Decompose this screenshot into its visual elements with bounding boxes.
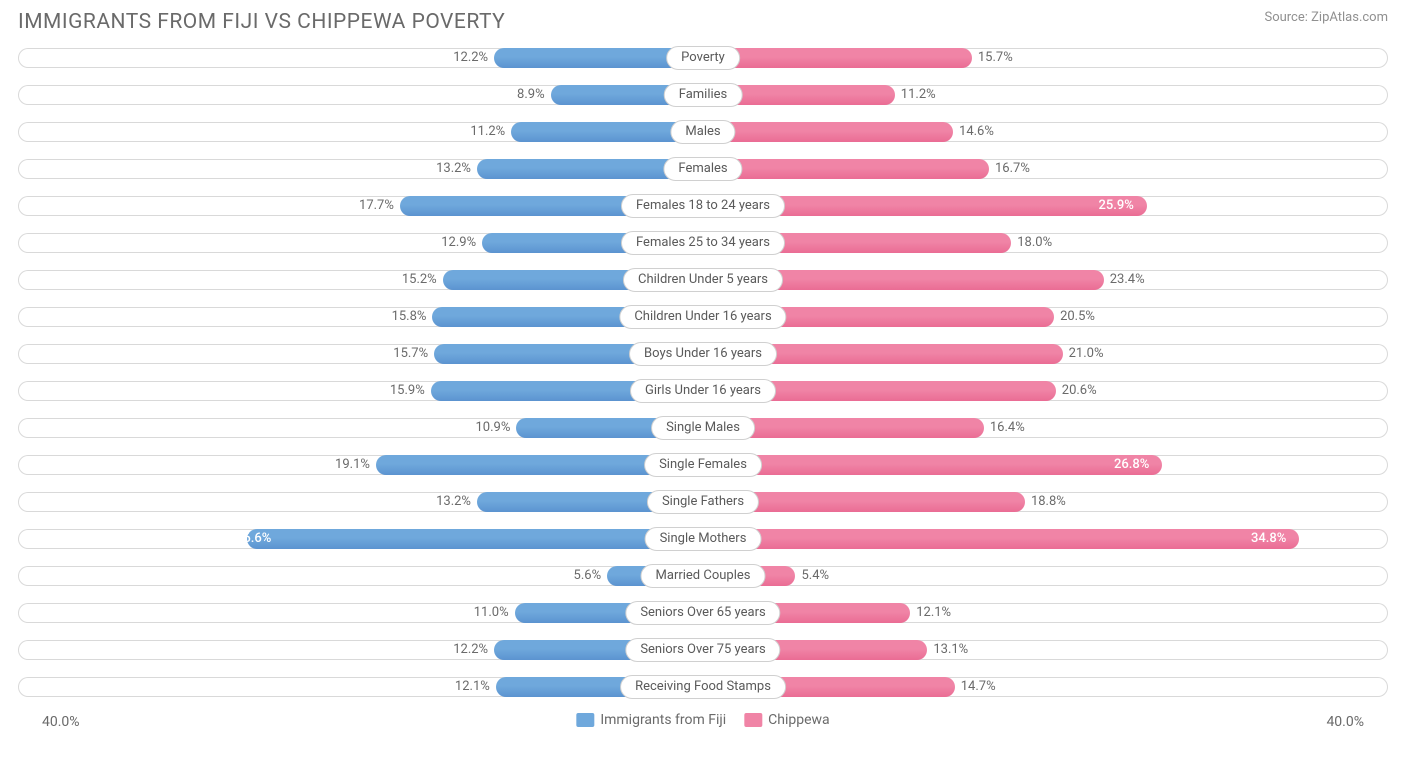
value-label-left: 10.9% — [475, 418, 510, 438]
chart-row: 15.2% 23.4% Children Under 5 years — [18, 264, 1388, 296]
chart-row: 19.1% 26.8% Single Females — [18, 449, 1388, 481]
category-label: Seniors Over 65 years — [625, 601, 780, 625]
axis-max-right: 40.0% — [1326, 714, 1364, 730]
value-label-left: 19.1% — [335, 455, 370, 475]
category-label: Females 25 to 34 years — [621, 231, 785, 255]
value-label-left: 15.2% — [402, 270, 437, 290]
value-label-left: 11.0% — [474, 603, 509, 623]
legend-swatch-right — [744, 713, 762, 727]
legend-swatch-left — [576, 713, 594, 727]
bar-right — [703, 122, 953, 142]
chart-row: 12.9% 18.0% Females 25 to 34 years — [18, 227, 1388, 259]
value-label-right: 14.7% — [961, 677, 996, 697]
category-label: Families — [664, 83, 743, 107]
chart-row: 12.2% 15.7% Poverty — [18, 42, 1388, 74]
bar-right — [703, 455, 1162, 475]
category-label: Poverty — [666, 46, 740, 70]
value-label-left: 12.9% — [441, 233, 476, 253]
category-label: Females 18 to 24 years — [621, 194, 785, 218]
value-label-right: 15.7% — [978, 48, 1013, 68]
chart-row: 12.2% 13.1% Seniors Over 75 years — [18, 634, 1388, 666]
chart-title: IMMIGRANTS FROM FIJI VS CHIPPEWA POVERTY — [18, 10, 505, 34]
bar-right — [703, 529, 1299, 549]
value-label-left: 5.6% — [574, 566, 602, 586]
bar-left — [247, 529, 703, 549]
value-label-right: 11.2% — [901, 85, 936, 105]
category-label: Children Under 5 years — [623, 268, 783, 292]
value-label-left: 15.8% — [392, 307, 427, 327]
category-label: Married Couples — [641, 564, 766, 588]
chart-row: 15.8% 20.5% Children Under 16 years — [18, 301, 1388, 333]
value-label-right: 18.8% — [1031, 492, 1066, 512]
value-label-left: 12.2% — [453, 640, 488, 660]
bar-right — [703, 48, 972, 68]
value-label-left: 12.2% — [453, 48, 488, 68]
chart-row: 11.0% 12.1% Seniors Over 65 years — [18, 597, 1388, 629]
value-label-right: 12.1% — [916, 603, 951, 623]
value-label-right: 13.1% — [933, 640, 968, 660]
value-label-left: 8.9% — [517, 85, 545, 105]
value-label-left: 15.9% — [390, 381, 425, 401]
chart-row: 8.9% 11.2% Families — [18, 79, 1388, 111]
category-label: Single Fathers — [647, 490, 759, 514]
chart-source: Source: ZipAtlas.com — [1264, 10, 1388, 25]
chart-row: 10.9% 16.4% Single Males — [18, 412, 1388, 444]
chart-row: 13.2% 16.7% Females — [18, 153, 1388, 185]
value-label-left: 11.2% — [470, 122, 505, 142]
value-label-left: 12.1% — [455, 677, 490, 697]
value-label-left: 26.6% — [226, 529, 271, 549]
chart-legend: Immigrants from Fiji Chippewa — [576, 712, 829, 728]
legend-label-left: Immigrants from Fiji — [600, 712, 726, 728]
value-label-right: 25.9% — [1099, 196, 1134, 216]
legend-label-right: Chippewa — [768, 712, 830, 728]
category-label: Girls Under 16 years — [630, 379, 776, 403]
chart-row: 11.2% 14.6% Males — [18, 116, 1388, 148]
category-label: Males — [670, 120, 735, 144]
value-label-right: 16.7% — [995, 159, 1030, 179]
chart-row: 12.1% 14.7% Receiving Food Stamps — [18, 671, 1388, 703]
chart-row: 13.2% 18.8% Single Fathers — [18, 486, 1388, 518]
value-label-right: 20.6% — [1062, 381, 1097, 401]
category-label: Single Mothers — [645, 527, 762, 551]
value-label-left: 17.7% — [359, 196, 394, 216]
bar-right — [703, 159, 989, 179]
chart-row: 15.9% 20.6% Girls Under 16 years — [18, 375, 1388, 407]
chart-area: 12.2%15.7%Poverty8.9%11.2%Families11.2%1… — [0, 42, 1406, 703]
value-label-right: 21.0% — [1069, 344, 1104, 364]
value-label-right: 26.8% — [1114, 455, 1149, 475]
category-label: Receiving Food Stamps — [620, 675, 786, 699]
chart-row: 26.6% 34.8% Single Mothers — [18, 523, 1388, 555]
value-label-left: 13.2% — [436, 159, 471, 179]
category-label: Single Males — [651, 416, 755, 440]
value-label-right: 20.5% — [1060, 307, 1095, 327]
chart-footer: 40.0% Immigrants from Fiji Chippewa 40.0… — [0, 708, 1406, 748]
value-label-right: 23.4% — [1110, 270, 1145, 290]
value-label-left: 13.2% — [436, 492, 471, 512]
chart-row: 17.7% 25.9% Females 18 to 24 years — [18, 190, 1388, 222]
chart-row: 5.6% 5.4% Married Couples — [18, 560, 1388, 592]
axis-max-left: 40.0% — [42, 714, 80, 730]
value-label-right: 5.4% — [801, 566, 829, 586]
category-label: Seniors Over 75 years — [625, 638, 780, 662]
value-label-right: 14.6% — [959, 122, 994, 142]
legend-item-right: Chippewa — [744, 712, 830, 728]
value-label-right: 18.0% — [1017, 233, 1052, 253]
legend-item-left: Immigrants from Fiji — [576, 712, 726, 728]
value-label-right: 34.8% — [1251, 529, 1286, 549]
category-label: Females — [663, 157, 742, 181]
category-label: Children Under 16 years — [619, 305, 786, 329]
value-label-right: 16.4% — [990, 418, 1025, 438]
category-label: Boys Under 16 years — [629, 342, 777, 366]
chart-row: 15.7% 21.0% Boys Under 16 years — [18, 338, 1388, 370]
value-label-left: 15.7% — [393, 344, 428, 364]
category-label: Single Females — [644, 453, 762, 477]
chart-header: IMMIGRANTS FROM FIJI VS CHIPPEWA POVERTY… — [0, 0, 1406, 42]
